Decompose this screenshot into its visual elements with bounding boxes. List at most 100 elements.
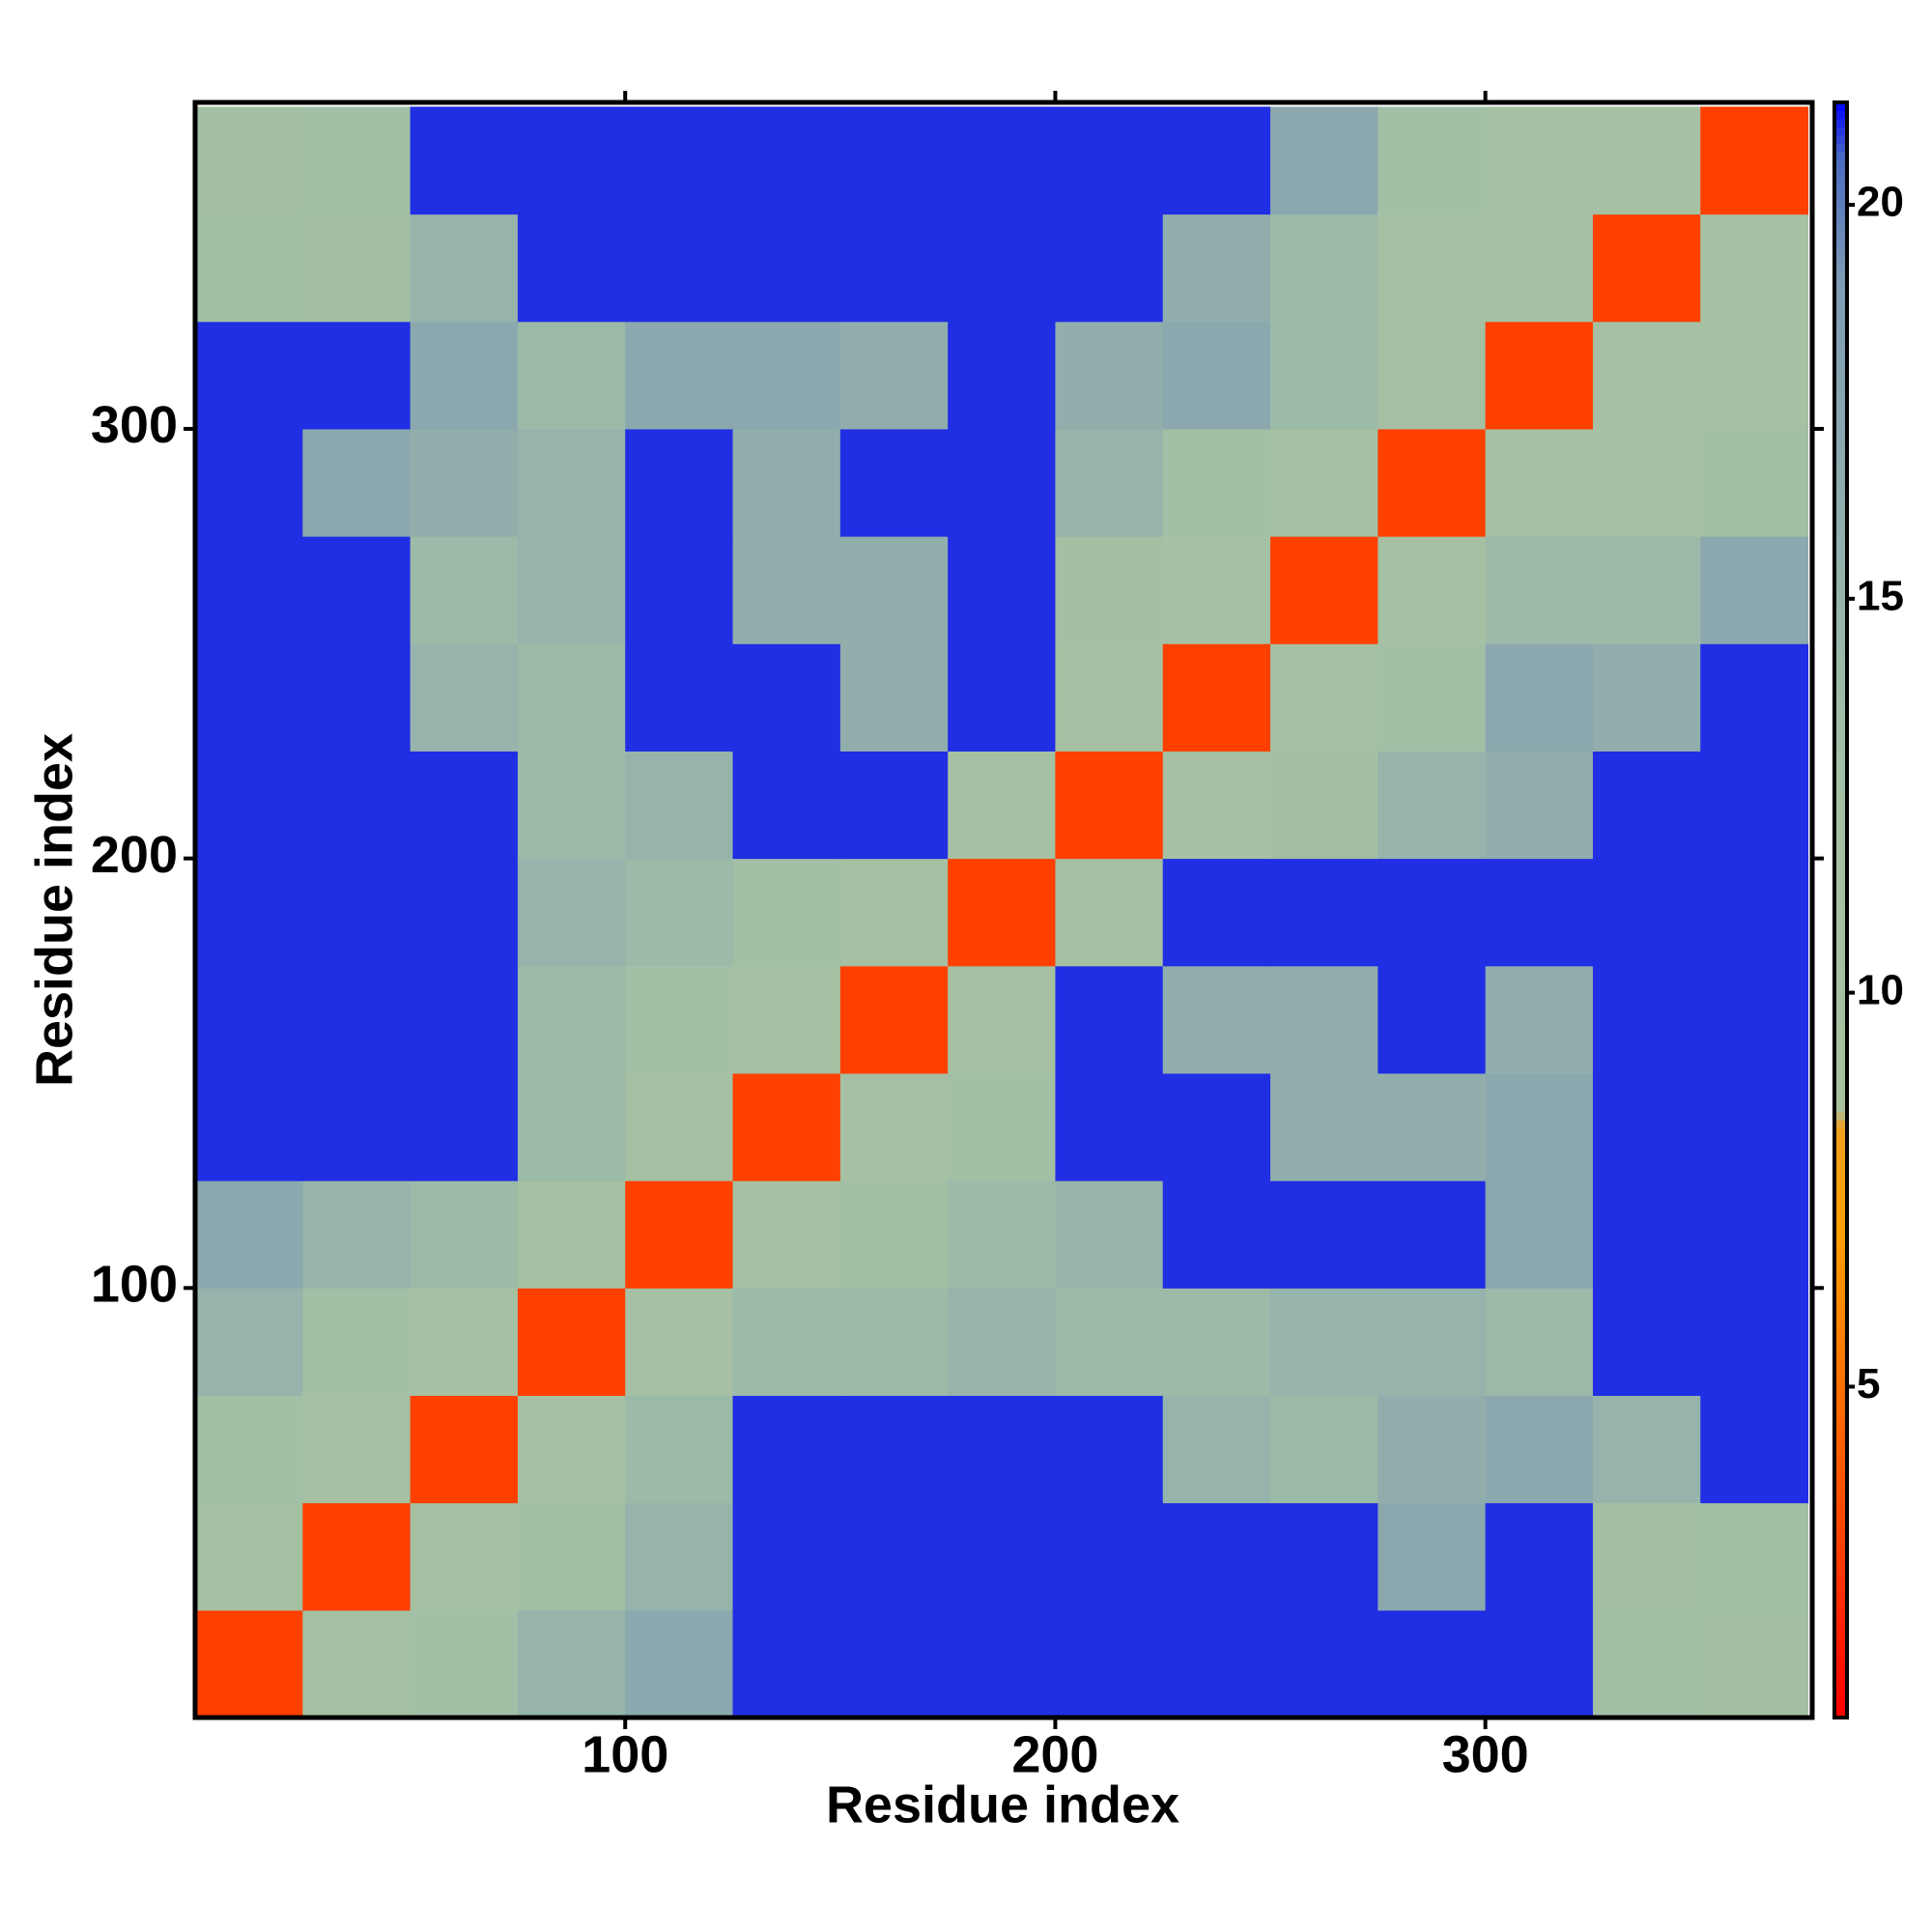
colorbar-slice xyxy=(1834,401,1847,411)
colorbar-slice xyxy=(1834,603,1847,612)
heatmap-cell xyxy=(410,1180,519,1289)
colorbar-slice xyxy=(1834,1305,1847,1315)
heatmap-cell xyxy=(1270,1180,1378,1289)
heatmap-cell xyxy=(302,321,412,430)
heatmap-cell xyxy=(1162,1395,1271,1504)
heatmap-cell xyxy=(1055,751,1164,860)
colorbar-slice xyxy=(1834,675,1847,685)
heatmap-cell xyxy=(948,1180,1056,1289)
colorbar-slice xyxy=(1834,490,1847,499)
heatmap-cell xyxy=(1055,1288,1164,1396)
heatmap-cell xyxy=(1055,321,1164,430)
heatmap-cell xyxy=(302,536,412,644)
x-axis-label: Residue index xyxy=(826,1776,1179,1833)
colorbar-slice xyxy=(1834,1346,1847,1355)
colorbar-slice xyxy=(1834,110,1847,120)
heatmap-cell xyxy=(1378,858,1487,967)
heatmap-cell xyxy=(625,1395,734,1504)
heatmap-cell xyxy=(732,321,841,430)
heatmap-cell xyxy=(1270,1288,1378,1396)
heatmap-cell xyxy=(195,643,303,752)
colorbar-slice xyxy=(1834,1442,1847,1452)
heatmap-cell xyxy=(732,106,841,215)
heatmap-cell xyxy=(839,1180,949,1289)
colorbar-slice xyxy=(1834,392,1847,402)
heatmap-cell xyxy=(1162,213,1271,323)
colorbar-slice xyxy=(1834,692,1847,701)
colorbar-slice xyxy=(1834,958,1847,968)
colorbar-slice xyxy=(1834,175,1847,185)
heatmap-cell xyxy=(1055,428,1164,537)
colorbar-slice xyxy=(1834,530,1847,540)
heatmap-cell xyxy=(1270,1072,1378,1181)
heatmap-cell xyxy=(732,1180,841,1289)
colorbar-slice xyxy=(1834,821,1847,830)
heatmap-cell xyxy=(1378,321,1487,430)
colorbar-slice xyxy=(1834,102,1847,111)
heatmap-cell xyxy=(410,213,519,323)
heatmap-cell xyxy=(1485,536,1594,644)
heatmap-cell xyxy=(195,1180,303,1289)
heatmap-cell xyxy=(195,858,303,967)
heatmap-cell xyxy=(1700,1180,1809,1289)
heatmap-cell xyxy=(732,1609,841,1719)
colorbar-slice xyxy=(1834,1653,1847,1662)
colorbar-slice xyxy=(1834,409,1847,418)
colorbar-slice xyxy=(1834,1095,1847,1105)
colorbar-slice xyxy=(1834,473,1847,483)
heatmap-cell xyxy=(1485,1072,1594,1181)
x-tick-label: 100 xyxy=(582,1725,668,1783)
colorbar-slice xyxy=(1834,384,1847,394)
heatmap-cell xyxy=(1270,536,1378,644)
heatmap-cell xyxy=(517,643,626,752)
colorbar-slice xyxy=(1834,320,1847,329)
heatmap-cell xyxy=(1162,106,1271,215)
heatmap-cell xyxy=(1592,751,1701,860)
colorbar-slice xyxy=(1834,240,1847,249)
heatmap-cell xyxy=(517,536,626,644)
colorbar-slice xyxy=(1834,837,1847,846)
heatmap-cell xyxy=(1485,965,1594,1074)
colorbar-slice xyxy=(1834,142,1847,152)
colorbar-slice xyxy=(1834,1063,1847,1072)
colorbar-slice xyxy=(1834,772,1847,781)
y-axis-label: Residue index xyxy=(25,733,83,1087)
colorbar-slice xyxy=(1834,304,1847,313)
heatmap-cell xyxy=(839,1288,949,1396)
colorbar-slice xyxy=(1834,699,1847,709)
colorbar-slice xyxy=(1834,1240,1847,1250)
heatmap-cell xyxy=(195,536,303,644)
y-tick-label: 300 xyxy=(91,396,178,454)
heatmap-cell xyxy=(839,536,949,644)
heatmap-cell xyxy=(517,1609,626,1719)
heatmap-cell xyxy=(625,643,734,752)
colorbar-slice xyxy=(1834,231,1847,241)
colorbar-slice xyxy=(1834,683,1847,693)
colorbar-slice xyxy=(1834,619,1847,628)
heatmap-cell xyxy=(1270,106,1378,215)
heatmap-cell xyxy=(302,1502,412,1611)
colorbar-slice xyxy=(1834,1701,1847,1711)
heatmap-cell xyxy=(732,751,841,860)
heatmap-cell xyxy=(1378,1180,1487,1289)
colorbar-slice xyxy=(1834,643,1847,653)
heatmap-cell xyxy=(625,1609,734,1719)
colorbar-tick-label: 20 xyxy=(1857,179,1904,226)
colorbar-slice xyxy=(1834,1427,1847,1435)
heatmap-cell xyxy=(1055,1502,1164,1611)
heatmap-cell xyxy=(1055,858,1164,967)
x-tick-label: 200 xyxy=(1011,1725,1098,1783)
heatmap-cell xyxy=(1055,106,1164,215)
colorbar-slice xyxy=(1834,1281,1847,1291)
heatmap-cell xyxy=(732,213,841,323)
heatmap-cell xyxy=(948,643,1056,752)
colorbar-slice xyxy=(1834,271,1847,281)
colorbar-slice xyxy=(1834,497,1847,507)
colorbar-slice xyxy=(1834,1491,1847,1500)
heatmap-cell xyxy=(1700,858,1809,967)
heatmap-cell xyxy=(1270,1395,1378,1504)
colorbar xyxy=(1834,102,1847,1719)
heatmap-cell xyxy=(948,106,1056,215)
heatmap-cell xyxy=(410,1395,519,1504)
colorbar-tick-label: 5 xyxy=(1857,1360,1880,1407)
